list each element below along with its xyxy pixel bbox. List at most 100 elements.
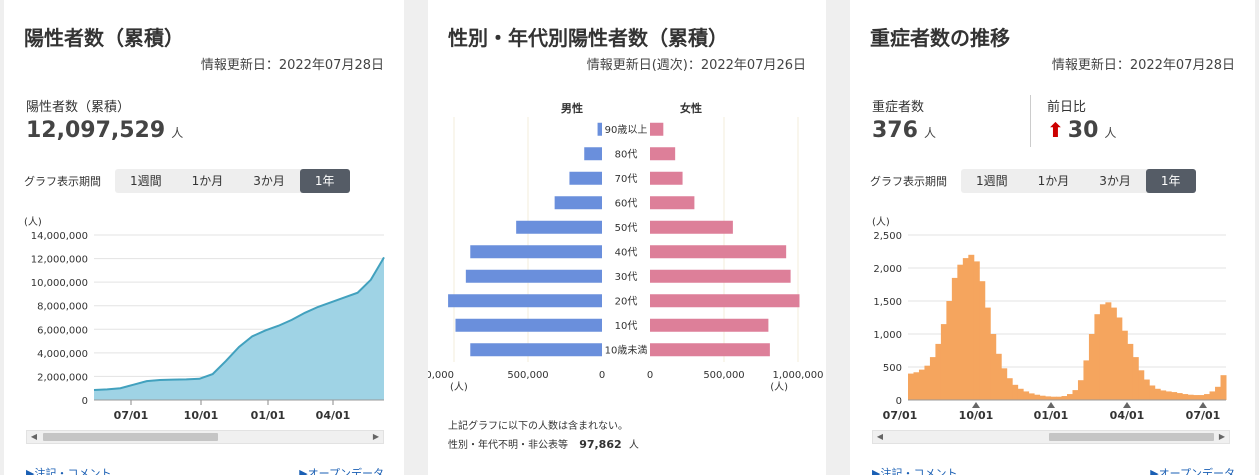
severe-bar — [1056, 396, 1063, 400]
x-tick-label: 07/01 — [883, 409, 918, 422]
x-tick-label: 0 — [599, 370, 605, 381]
female-bar — [650, 196, 695, 210]
severe-bar — [1088, 334, 1095, 400]
severe-bar — [929, 357, 936, 400]
severe-bar — [908, 373, 914, 400]
stat-unit: 人 — [171, 126, 184, 140]
severe-bar — [1116, 317, 1123, 400]
scroll-thumb[interactable] — [43, 433, 218, 441]
severe-bar — [1039, 395, 1046, 400]
period-button-3[interactable]: 1年 — [299, 169, 350, 193]
severe-bar — [979, 281, 986, 400]
severe-bar — [1143, 379, 1150, 400]
x-tick-label: 04/01 — [316, 409, 351, 422]
severe-bar — [1220, 375, 1227, 400]
notes-link[interactable]: ▶注記・コメント — [26, 467, 112, 475]
female-bar — [650, 269, 791, 283]
notes-link[interactable]: ▶注記・コメント — [872, 467, 958, 475]
x-tick-marker — [972, 402, 980, 408]
y-tick-label: 1,000 — [873, 330, 902, 341]
severe-bar — [962, 258, 969, 400]
stat-value: 376 人 — [872, 118, 936, 143]
cumulative-cases-chart: (人) 14,000,000 12,000,000 10,000,000 8,000,0… — [24, 216, 385, 422]
diff-number: 30 — [1067, 118, 1099, 143]
stat-label: 陽性者数（累積） — [26, 100, 131, 115]
severe-cases-card: 重症者数の推移 情報更新日：2022年07月28日 重症者数 376 人 前日比 … — [850, 0, 1255, 475]
divider — [1030, 95, 1031, 147]
chart-note: 上記グラフに以下の人数は含まれない。 — [448, 421, 628, 432]
x-tick-label: 07/01 — [114, 409, 149, 422]
y-tick-label: 2,000 — [873, 264, 902, 275]
stat-number: 12,097,529 — [26, 118, 166, 143]
severe-bar — [1215, 386, 1222, 400]
female-bar — [650, 220, 733, 234]
open-data-link[interactable]: ▶オープンデータ — [299, 467, 384, 475]
female-bar — [650, 318, 769, 332]
period-button-2[interactable]: 3か月 — [1099, 174, 1131, 188]
age-label: 10代 — [615, 320, 638, 332]
x-tick-label: 0 — [647, 370, 653, 381]
scroll-right-icon[interactable]: ▶ — [1218, 432, 1226, 441]
female-bar — [650, 147, 676, 161]
gender-age-chart: 男性 女性 90歳以上 80代 70代 60代 50代 40代 30代 20代 10代 10歳未満 ,0… — [428, 101, 824, 393]
severe-bar — [1034, 394, 1041, 400]
scroll-right-icon[interactable]: ▶ — [372, 432, 380, 441]
age-label: 20代 — [615, 295, 638, 307]
diff-label: 前日比 — [1047, 100, 1087, 115]
x-tick-label: 01/01 — [1034, 409, 1069, 422]
female-bar — [650, 294, 800, 308]
x-tick-label: 01/01 — [251, 409, 286, 422]
severe-bar — [1023, 391, 1030, 400]
y-tick-label: 0 — [896, 396, 902, 407]
y-tick-label: 500 — [883, 363, 902, 374]
note-value: 97,862 — [579, 438, 622, 451]
scroll-left-icon[interactable]: ◀ — [876, 432, 884, 441]
period-button-2[interactable]: 3か月 — [253, 174, 285, 188]
y-tick-label: 4,000,000 — [37, 349, 88, 360]
age-label: 80代 — [615, 148, 638, 160]
age-label: 90歳以上 — [605, 124, 648, 136]
severe-bar — [984, 307, 991, 400]
male-bar — [465, 269, 602, 283]
severe-bar — [935, 343, 942, 400]
scroll-thumb[interactable] — [1049, 433, 1214, 441]
chart-scrollbar[interactable]: ◀ ▶ — [26, 430, 384, 444]
female-header: 女性 — [680, 101, 702, 115]
male-bar — [554, 196, 602, 210]
severe-bar — [1193, 395, 1200, 400]
severe-bar — [968, 254, 975, 400]
period-label: グラフ表示期間 — [870, 175, 947, 188]
unit-label: (人) — [770, 381, 788, 393]
series-line — [93, 256, 385, 391]
y-unit-label: (人) — [872, 216, 890, 228]
open-data-link[interactable]: ▶オープンデータ — [1150, 467, 1235, 475]
period-button-1[interactable]: 1か月 — [1037, 174, 1070, 188]
card-title: 重症者数の推移 — [870, 26, 1010, 50]
age-label: 50代 — [615, 222, 638, 234]
stat-unit: 人 — [923, 126, 936, 140]
severe-bar — [946, 301, 953, 400]
period-button-3[interactable]: 1年 — [1145, 169, 1196, 193]
scroll-left-icon[interactable]: ◀ — [30, 432, 38, 441]
severe-bar — [1176, 393, 1183, 400]
severe-bar — [1077, 380, 1084, 400]
note-prefix: 性別・年代不明・非公表等 — [448, 440, 568, 451]
stat-label: 重症者数 — [872, 100, 925, 115]
severe-bar — [1083, 360, 1090, 400]
male-bar — [516, 220, 602, 234]
severe-bar — [1165, 391, 1172, 400]
arrow-up-icon: ⬆ — [1047, 118, 1064, 142]
x-tick-label: 500,000 — [703, 370, 744, 381]
period-button-1[interactable]: 1か月 — [191, 174, 224, 188]
period-button-0[interactable]: 1週間 — [976, 174, 1008, 188]
severe-bar — [1017, 388, 1024, 400]
updated-date: 情報更新日(週次)：2022年07月26日 — [586, 58, 806, 73]
x-tick-label: 1,000,000 — [773, 370, 824, 381]
severe-bar — [1028, 393, 1035, 400]
period-button-0[interactable]: 1週間 — [130, 174, 162, 188]
x-tick-label: 10/01 — [959, 409, 994, 422]
severe-bar — [1182, 394, 1189, 400]
severe-bar — [1171, 392, 1178, 400]
age-label: 60代 — [615, 197, 638, 209]
chart-scrollbar[interactable]: ◀ ▶ — [872, 430, 1230, 444]
